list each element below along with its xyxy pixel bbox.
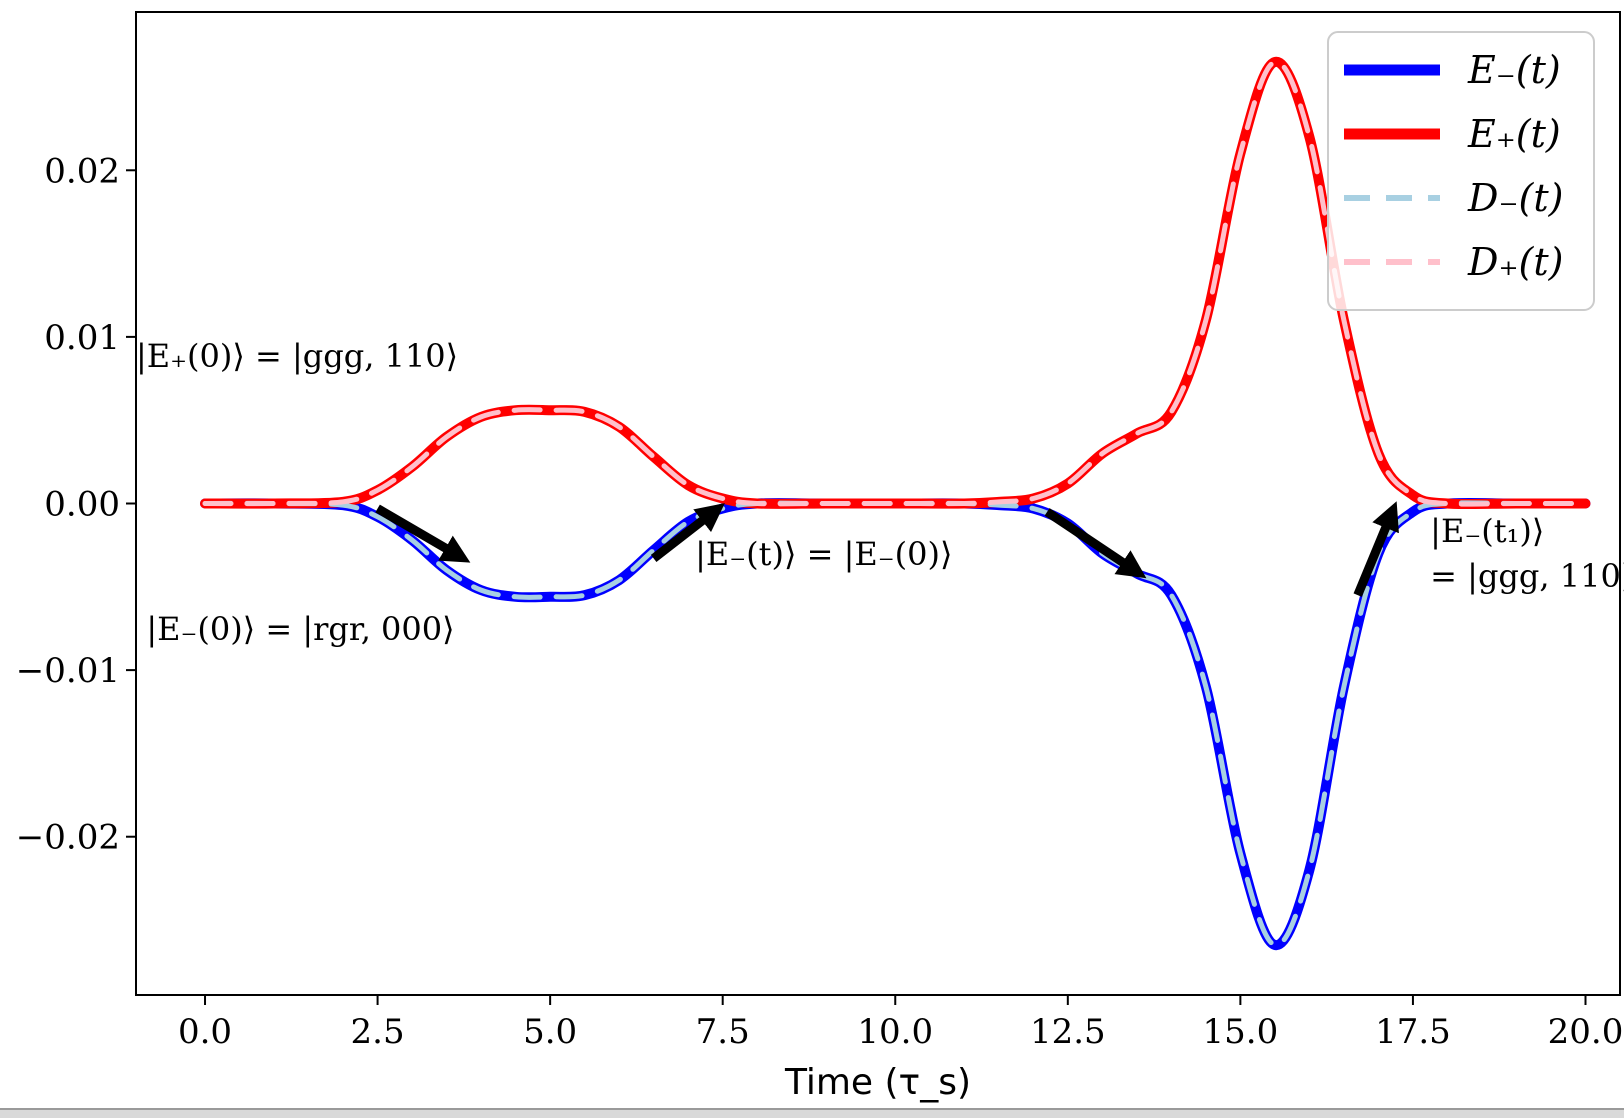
legend-label: E₋(t) (1467, 48, 1561, 92)
x-axis-label: Time (τ_s) (784, 1062, 971, 1103)
window-bottom-edge (0, 1108, 1624, 1118)
y-axis: −0.02 −0.01 0.00 0.01 0.02 (16, 151, 136, 858)
x-tick-label: 10.0 (857, 1012, 933, 1052)
annotation-label: |E₊(0)⟩ = |ggg, 110⟩ (136, 337, 458, 375)
annotations: |E₊(0)⟩ = |ggg, 110⟩ |E₋(0)⟩ = |rgr, 000⟩… (136, 337, 1624, 648)
y-tick-label: −0.01 (16, 651, 120, 691)
y-tick-label: −0.02 (16, 818, 120, 858)
legend-label: D₊(t) (1467, 240, 1563, 284)
legend: E₋(t) E₊(t) D₋(t) D₊(t) (1327, 31, 1595, 311)
x-tick-label: 2.5 (351, 1012, 405, 1052)
legend-label: D₋(t) (1467, 176, 1563, 220)
legend-items: E₋(t) E₊(t) D₋(t) D₊(t) (1344, 48, 1563, 284)
x-tick-label: 12.5 (1030, 1012, 1106, 1052)
y-tick-label: 0.00 (44, 485, 120, 525)
annotation-label: |E₋(t₁)⟩ (1430, 512, 1544, 550)
annotation-label: |E₋(0)⟩ = |rgr, 000⟩ (146, 610, 454, 648)
annotation-arrow (375, 504, 471, 563)
annotation-arrow (650, 503, 725, 563)
series-line-3 (202, 500, 1588, 948)
x-axis: 0.0 2.5 5.0 7.5 10.0 12.5 15.0 17.5 20.0 (178, 995, 1623, 1052)
x-tick-label: 17.5 (1375, 1012, 1451, 1052)
annotation-arrow (1044, 508, 1147, 579)
x-tick-label: 15.0 (1203, 1012, 1279, 1052)
annotation-label: = |ggg, 110⟩ (1430, 557, 1624, 595)
legend-label: E₊(t) (1467, 112, 1561, 156)
legend-frame (1327, 31, 1595, 311)
x-tick-label: 0.0 (178, 1012, 232, 1052)
annotation-arrow (1353, 501, 1399, 597)
y-tick-label: 0.02 (44, 151, 120, 191)
annotation-arrows (375, 501, 1399, 597)
annotation-label: |E₋(t)⟩ = |E₋(0)⟩ (695, 535, 952, 573)
x-tick-label: 20.0 (1548, 1012, 1624, 1052)
y-tick-label: 0.01 (44, 318, 120, 358)
x-tick-label: 7.5 (696, 1012, 750, 1052)
x-tick-label: 5.0 (523, 1012, 577, 1052)
